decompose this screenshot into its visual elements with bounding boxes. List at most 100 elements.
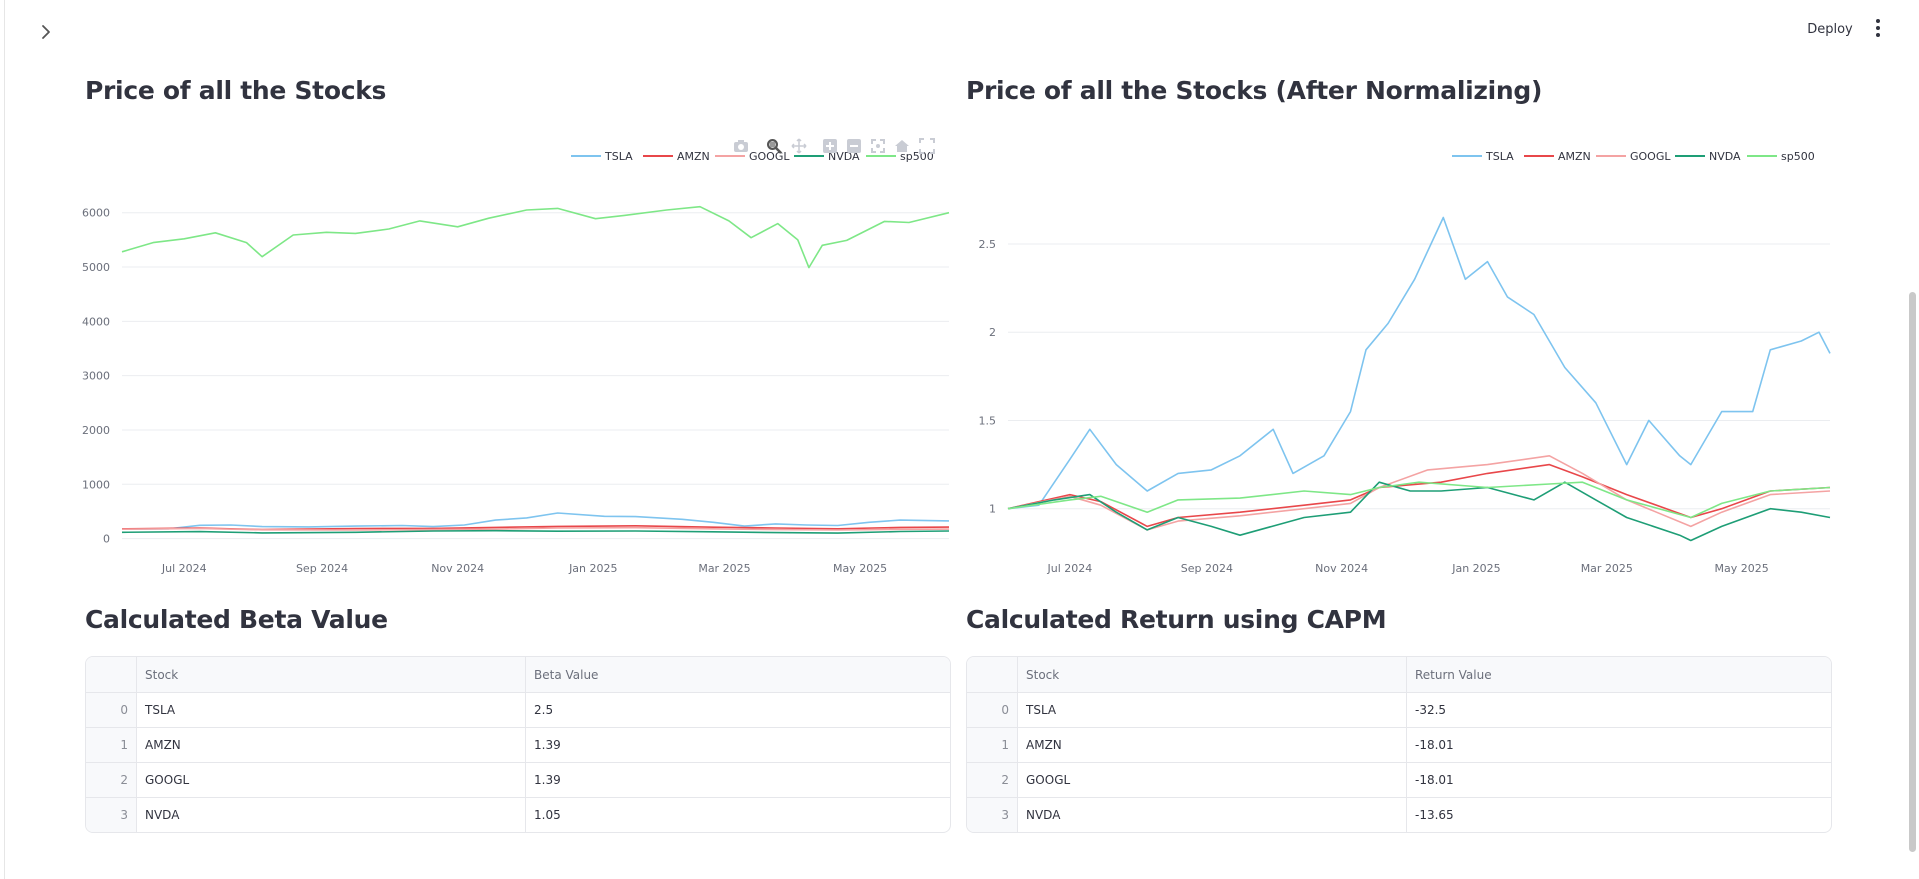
row-index: 0	[86, 692, 137, 728]
stock-cell[interactable]: TSLA	[1017, 692, 1407, 728]
x-tick-label: May 2025	[1714, 562, 1768, 575]
stock-cell[interactable]: AMZN	[136, 727, 526, 763]
stock-cell[interactable]: GOOGL	[136, 762, 526, 798]
zoom-out-icon[interactable]	[846, 138, 862, 154]
series-line-amzn	[1007, 463, 1831, 528]
row-index: 2	[86, 762, 137, 798]
stock-cell[interactable]: GOOGL	[1017, 762, 1407, 798]
legend-label-googl: GOOGL	[1630, 150, 1671, 163]
return-value-cell[interactable]: -18.01	[1406, 727, 1831, 763]
table-header-row: Stock Beta Value	[86, 657, 950, 693]
normalized-chart-title: Price of all the Stocks (After Normalizi…	[966, 76, 1543, 105]
series-line-tsla	[1007, 216, 1831, 510]
camera-icon[interactable]	[733, 138, 749, 154]
table-row[interactable]: 2 GOOGL -18.01	[967, 762, 1831, 798]
table-row[interactable]: 0 TSLA 2.5	[86, 692, 950, 728]
table-row[interactable]: 0 TSLA -32.5	[967, 692, 1831, 728]
beta-table-title: Calculated Beta Value	[85, 605, 388, 634]
beta-table[interactable]: Stock Beta Value 0 TSLA 2.5 1 AMZN 1.39 …	[85, 656, 951, 833]
table-row[interactable]: 2 GOOGL 1.39	[86, 762, 950, 798]
table-row[interactable]: 1 AMZN 1.39	[86, 727, 950, 763]
return-value-cell[interactable]: -32.5	[1406, 692, 1831, 728]
x-tick-label: Nov 2024	[431, 562, 484, 575]
beta-column-header[interactable]: Beta Value	[525, 657, 950, 693]
chevron-right-icon	[42, 25, 50, 39]
index-header[interactable]	[967, 657, 1018, 693]
beta-value-cell[interactable]: 1.05	[534, 808, 561, 822]
table-row[interactable]: 1 AMZN -18.01	[967, 727, 1831, 763]
y-tick-label: 5000	[82, 261, 110, 274]
row-index: 1	[967, 727, 1018, 763]
legend-label-amzn: AMZN	[1558, 150, 1591, 163]
price-line-chart[interactable]: 0 1000 2000 3000 4000 5000 6000 Jul 2024 Sep 202…	[70, 140, 950, 580]
return-value-cell[interactable]: -13.65	[1415, 808, 1454, 822]
beta-value-cell[interactable]: 1.39	[525, 727, 950, 763]
x-tick-label: Jul 2024	[1046, 562, 1092, 575]
x-tick-label: Sep 2024	[296, 562, 348, 575]
legend-label-amzn: AMZN	[677, 150, 710, 163]
return-value-cell[interactable]: -18.01	[1406, 762, 1831, 798]
y-tick-label: 0	[103, 533, 110, 546]
stock-column-header[interactable]: Stock	[1017, 657, 1407, 693]
legend-label-tsla: TSLA	[604, 150, 633, 163]
y-tick-label: 2.5	[979, 238, 997, 251]
reset-axes-icon[interactable]	[894, 138, 910, 154]
x-tick-label: Mar 2025	[698, 562, 750, 575]
zoom-icon[interactable]	[766, 138, 782, 154]
sidebar-edge	[4, 0, 5, 879]
scrollbar-thumb[interactable]	[1909, 292, 1916, 852]
row-index: 0	[967, 692, 1018, 728]
sidebar-toggle-button[interactable]	[36, 22, 56, 42]
x-tick-label: Mar 2025	[1581, 562, 1633, 575]
stock-cell[interactable]: NVDA	[136, 797, 526, 832]
stock-cell[interactable]: NVDA	[1017, 797, 1407, 832]
x-tick-label: Jul 2024	[161, 562, 207, 575]
y-tick-label: 1	[989, 503, 996, 516]
beta-value-cell[interactable]: 1.39	[525, 762, 950, 798]
table-header-row: Stock Return Value	[967, 657, 1831, 693]
table-row[interactable]: 3 NVDA -13.65	[967, 797, 1831, 832]
y-tick-label: 1000	[82, 478, 110, 491]
price-chart-title: Price of all the Stocks	[85, 76, 387, 105]
legend-label-tsla: TSLA	[1485, 150, 1514, 163]
beta-value-cell[interactable]: 2.5	[525, 692, 950, 728]
series-line-tsla	[121, 512, 950, 530]
normalized-line-chart[interactable]: 1 1.5 2 2.5 Jul 2024 Sep 2024 Nov 2024 Jan 2025…	[950, 140, 1840, 580]
main-menu-button[interactable]	[1868, 16, 1888, 42]
chart-modebar	[733, 138, 943, 156]
legend-label-sp500: sp500	[900, 150, 934, 163]
return-column-header[interactable]: Return Value	[1406, 657, 1831, 693]
row-index: 3	[86, 797, 137, 832]
series-line-nvda	[121, 529, 950, 534]
stock-cell[interactable]: TSLA	[136, 692, 526, 728]
x-tick-label: Jan 2025	[568, 562, 617, 575]
legend-label-nvda: NVDA	[1709, 150, 1741, 163]
y-tick-label: 2000	[82, 424, 110, 437]
y-tick-label: 6000	[82, 207, 110, 220]
y-tick-label: 3000	[82, 370, 110, 383]
vertical-dots-icon	[1868, 19, 1888, 37]
zoom-in-icon[interactable]	[822, 138, 838, 154]
stock-column-header[interactable]: Stock	[136, 657, 526, 693]
autoscale-icon[interactable]	[870, 138, 886, 154]
row-index: 2	[967, 762, 1018, 798]
series-line-sp500	[121, 205, 950, 269]
stock-cell[interactable]: AMZN	[1017, 727, 1407, 763]
deploy-button[interactable]: Deploy	[1795, 15, 1865, 43]
table-row[interactable]: 3 NVDA 1.05	[86, 797, 950, 832]
index-header[interactable]	[86, 657, 137, 693]
capm-table-title: Calculated Return using CAPM	[966, 605, 1387, 634]
x-tick-label: May 2025	[833, 562, 887, 575]
row-index: 1	[86, 727, 137, 763]
fullscreen-icon[interactable]	[919, 138, 935, 154]
y-tick-label: 2	[989, 326, 996, 339]
legend-label-sp500: sp500	[1781, 150, 1815, 163]
y-tick-label: 1.5	[979, 414, 997, 427]
pan-icon[interactable]	[791, 138, 807, 154]
capm-table[interactable]: Stock Return Value 0 TSLA -32.5 1 AMZN -…	[966, 656, 1832, 833]
series-line-sp500	[1007, 481, 1831, 519]
x-tick-label: Nov 2024	[1315, 562, 1368, 575]
series-line-googl	[121, 526, 950, 531]
x-tick-label: Sep 2024	[1181, 562, 1233, 575]
x-tick-label: Jan 2025	[1451, 562, 1500, 575]
